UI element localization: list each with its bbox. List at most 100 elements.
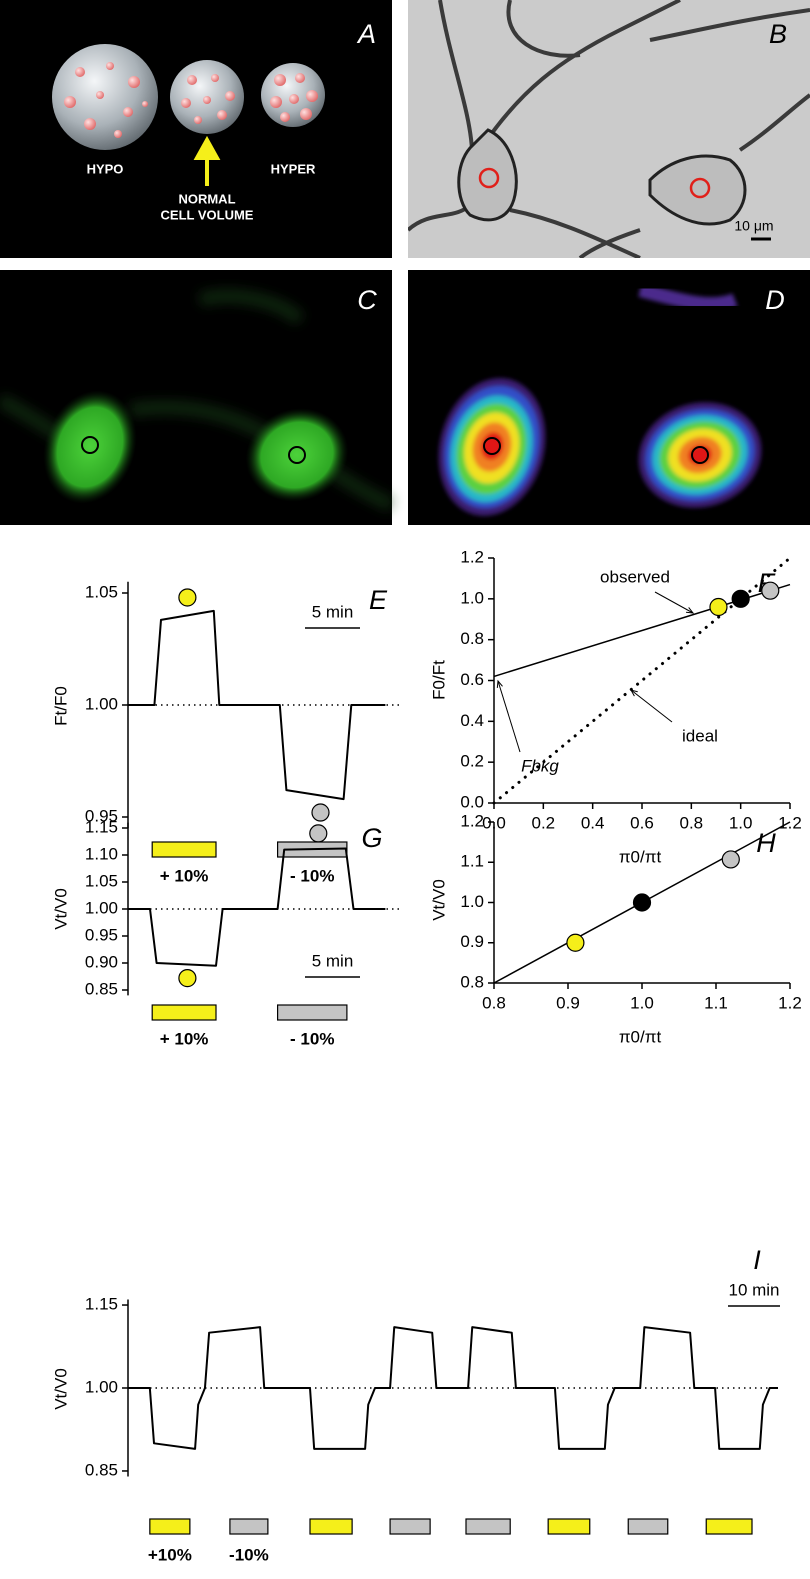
- y-tick-label: 1.15: [85, 1295, 118, 1314]
- stimulus-bar: [229, 1518, 269, 1535]
- stimulus-bar: [309, 1518, 353, 1535]
- scale-bar-label: 10 μm: [734, 218, 773, 234]
- x-tick-label: 0.9: [556, 993, 580, 1012]
- neurite-glow: [638, 283, 738, 312]
- cell-left: [457, 128, 518, 222]
- y-tick-label: 0.9: [460, 932, 484, 951]
- point: [761, 581, 780, 600]
- stimulus-bar: [149, 1518, 191, 1535]
- sphere-hypo-dots: [64, 62, 148, 138]
- y-axis-label: F0/Ft: [429, 660, 448, 700]
- fit-line: [492, 556, 792, 805]
- y-tick-label: 0.2: [460, 752, 484, 771]
- cell-right: [245, 408, 349, 502]
- stimulus-bar: [151, 841, 217, 858]
- neurites: [408, 0, 810, 258]
- y-tick-label: 0.95: [85, 806, 118, 825]
- label-cell-volume: CELL VOLUME: [161, 207, 254, 222]
- stimulus-bar: [277, 1004, 348, 1021]
- y-tick-label: 1.0: [460, 892, 484, 911]
- stimulus-label: + 10%: [160, 866, 209, 885]
- y-tick-label: 0.8: [460, 629, 484, 648]
- y-tick-label: 1.1: [460, 852, 484, 871]
- stimulus-bar: [151, 1004, 217, 1021]
- annotation-arrow: [654, 591, 694, 614]
- y-tick-label: 0.85: [85, 1460, 118, 1479]
- trace: [128, 847, 386, 967]
- scale-bar-label: 5 min: [312, 951, 354, 970]
- cell-right: [648, 154, 747, 226]
- x-axis-label: π0/πt: [619, 1027, 662, 1046]
- panel-d: D: [408, 270, 810, 525]
- annotation-arrowhead: [496, 679, 503, 689]
- x-tick-label: 1.0: [630, 993, 654, 1012]
- cell-left: [43, 390, 137, 504]
- mean-marker: [178, 588, 197, 607]
- mean-marker: [309, 824, 328, 843]
- stimulus-bar: [389, 1518, 431, 1535]
- x-tick-label: 0.8: [680, 813, 704, 832]
- roi-left: [81, 436, 99, 454]
- scale-bar-label: 10 min: [728, 1280, 779, 1299]
- x-tick-label: 1.0: [729, 813, 753, 832]
- x-tick-label: 0.8: [482, 993, 506, 1012]
- neurite-glow: [0, 289, 395, 512]
- stimulus-label: + 10%: [160, 1029, 209, 1048]
- arrow-normal: [193, 135, 221, 186]
- point: [632, 893, 652, 912]
- y-tick-label: 1.00: [85, 694, 118, 713]
- point: [731, 589, 750, 608]
- annotation-arrowhead: [685, 607, 695, 614]
- x-tick-label: 0.2: [532, 813, 556, 832]
- x-tick-label: 0.6: [630, 813, 654, 832]
- panel-b: 10 μm B: [408, 0, 810, 258]
- y-axis-label: Vt/V0: [429, 879, 448, 921]
- y-tick-label: 0.90: [85, 952, 118, 971]
- sphere-normal-dots: [181, 74, 235, 124]
- label-normal: NORMAL: [178, 191, 235, 206]
- y-tick-label: 0.6: [460, 670, 484, 689]
- mean-marker: [311, 803, 330, 822]
- roi-right: [691, 446, 709, 464]
- stimulus-bar: [547, 1518, 591, 1535]
- panel-letter: E: [369, 585, 388, 615]
- mean-marker: [178, 969, 197, 988]
- x-tick-label: 0.4: [581, 813, 605, 832]
- panel-letter: C: [357, 285, 377, 315]
- panel-letter: H: [756, 828, 776, 858]
- y-tick-label: 0.8: [460, 972, 484, 991]
- scale-bar-label: 5 min: [312, 602, 354, 621]
- y-axis-label: Vt/V0: [51, 1368, 70, 1410]
- y-tick-label: 1.05: [85, 582, 118, 601]
- label-hyper: HYPER: [271, 161, 316, 176]
- y-tick-label: 1.2: [460, 547, 484, 566]
- stimulus-label: - 10%: [290, 1029, 334, 1048]
- stimulus-label: +10%: [148, 1545, 192, 1564]
- trace: [128, 609, 386, 801]
- panel-c: C: [0, 270, 395, 525]
- annotation: observed: [600, 567, 670, 586]
- annotation: ideal: [682, 726, 718, 745]
- panel-letter: A: [356, 19, 376, 49]
- y-tick-label: 1.05: [85, 871, 118, 890]
- y-tick-label: 0.0: [460, 792, 484, 811]
- x-tick-label: 1.2: [778, 993, 802, 1012]
- panel-letter: B: [769, 19, 787, 49]
- stimulus-bar: [627, 1518, 669, 1535]
- x-tick-label: 1.1: [704, 993, 728, 1012]
- y-tick-label: 1.00: [85, 1377, 118, 1396]
- stimulus-bar: [705, 1518, 753, 1535]
- y-tick-label: 1.10: [85, 844, 118, 863]
- y-tick-label: 1.0: [460, 588, 484, 607]
- annotation-arrowhead: [629, 689, 638, 697]
- y-tick-label: 1.15: [85, 817, 118, 836]
- annotation-arrow: [630, 689, 673, 723]
- panel-letter: I: [753, 1245, 761, 1275]
- y-tick-label: 0.95: [85, 925, 118, 944]
- panel-letter: G: [361, 823, 382, 853]
- y-tick-label: 1.2: [460, 811, 484, 830]
- trace: [128, 1326, 778, 1450]
- sphere-hyper-dots: [270, 73, 318, 122]
